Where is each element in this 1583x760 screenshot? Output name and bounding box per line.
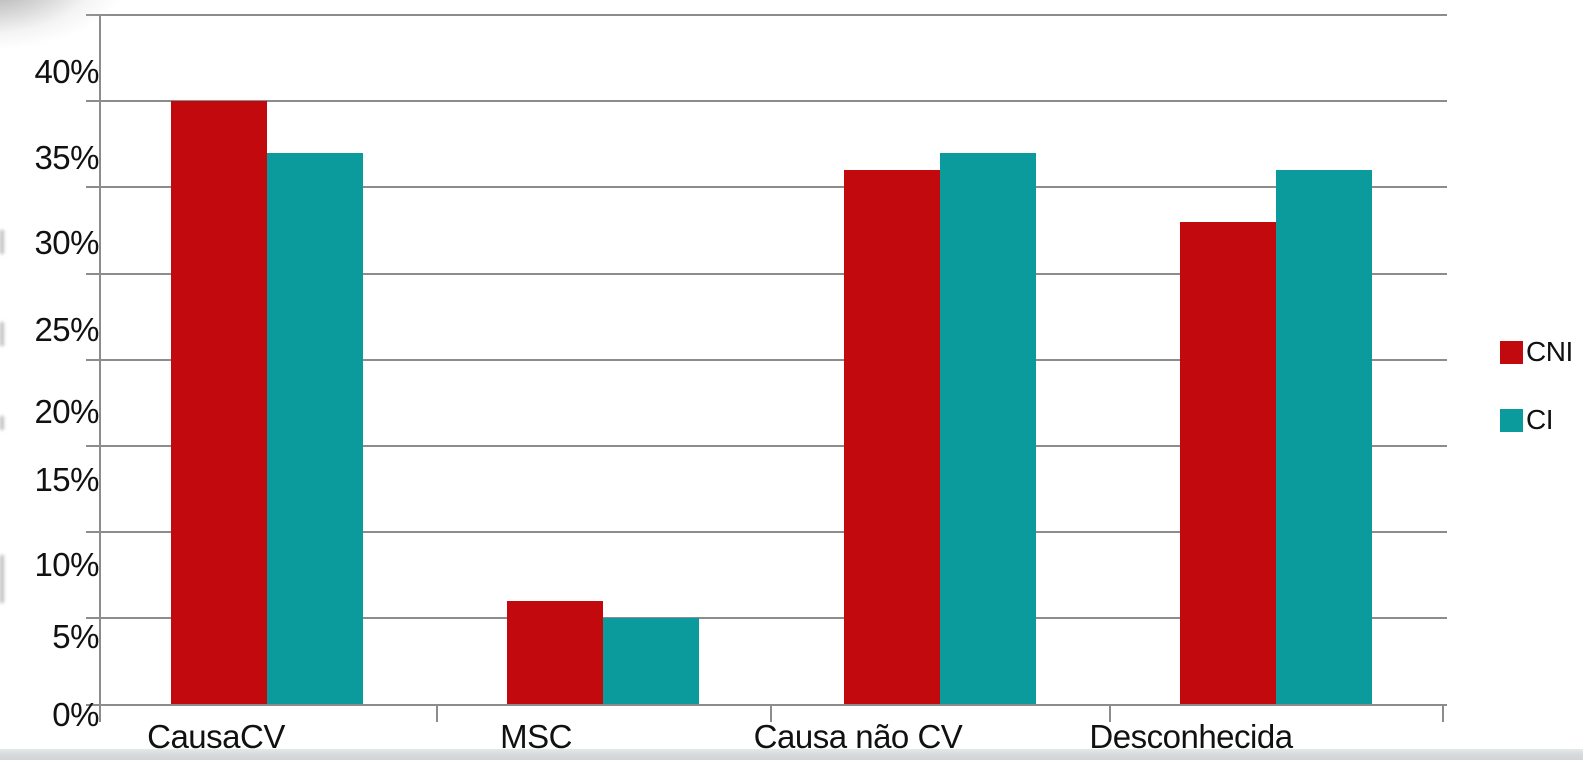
y-axis-label-40: 40% [34,53,99,90]
x-axis-tick-2 [770,704,772,722]
x-axis-label-msc: MSC [500,718,572,755]
page-edge-artifact [0,416,4,430]
bar-cni-causacv [170,101,267,705]
x-axis-label-desconhecida: Desconhecida [1089,718,1293,755]
legend-swatch-ci [1500,408,1523,432]
x-axis-label-causacv: CausaCV [147,718,285,755]
y-axis-label-25: 25% [34,311,99,348]
bar-cni-msc [506,601,603,705]
x-axis-tick-3 [1109,704,1111,722]
y-axis-label-0: 0% [52,696,99,733]
bar-cni-desconhecida [1180,221,1276,705]
y-axis-label-5: 5% [52,618,99,655]
page-edge-artifact [0,555,4,603]
gridline-35 [86,100,1447,103]
y-axis-label-10: 10% [34,546,99,583]
gridline-30 [86,186,1447,189]
gridline-15 [86,444,1447,447]
page-edge-artifact [0,230,4,254]
x-axis-tick-4 [1442,704,1444,722]
bar-ci-msc [602,618,699,705]
legend-label-cni: CNI [1526,336,1573,367]
gridline-40 [86,13,1447,16]
legend-item-cni: CNI [1500,336,1573,368]
bar-ci-desconhecida [1276,170,1372,705]
legend-label-ci: CI [1526,404,1554,435]
y-axis-label-35: 35% [34,139,99,176]
x-axis-tick-1 [436,704,438,722]
bar-cni-causa-nao-cv [843,170,940,705]
bar-ci-causacv [266,152,363,705]
y-axis-label-20: 20% [34,393,99,430]
x-axis-tick-0 [99,704,101,722]
y-axis-label-30: 30% [34,224,99,261]
gridline-0 [86,703,1447,706]
legend-swatch-cni [1500,340,1523,364]
bar-ci-causa-nao-cv [939,152,1036,705]
y-axis-line [99,14,101,722]
page-edge-artifact [0,322,4,346]
gridline-10 [86,531,1447,534]
legend-item-ci: CI [1500,404,1554,436]
y-axis-label-15: 15% [34,461,99,498]
gridline-20 [86,358,1447,361]
gridline-25 [86,272,1447,275]
x-axis-label-causa-nao-cv: Causa não CV [753,718,963,755]
gridline-5 [86,617,1447,620]
